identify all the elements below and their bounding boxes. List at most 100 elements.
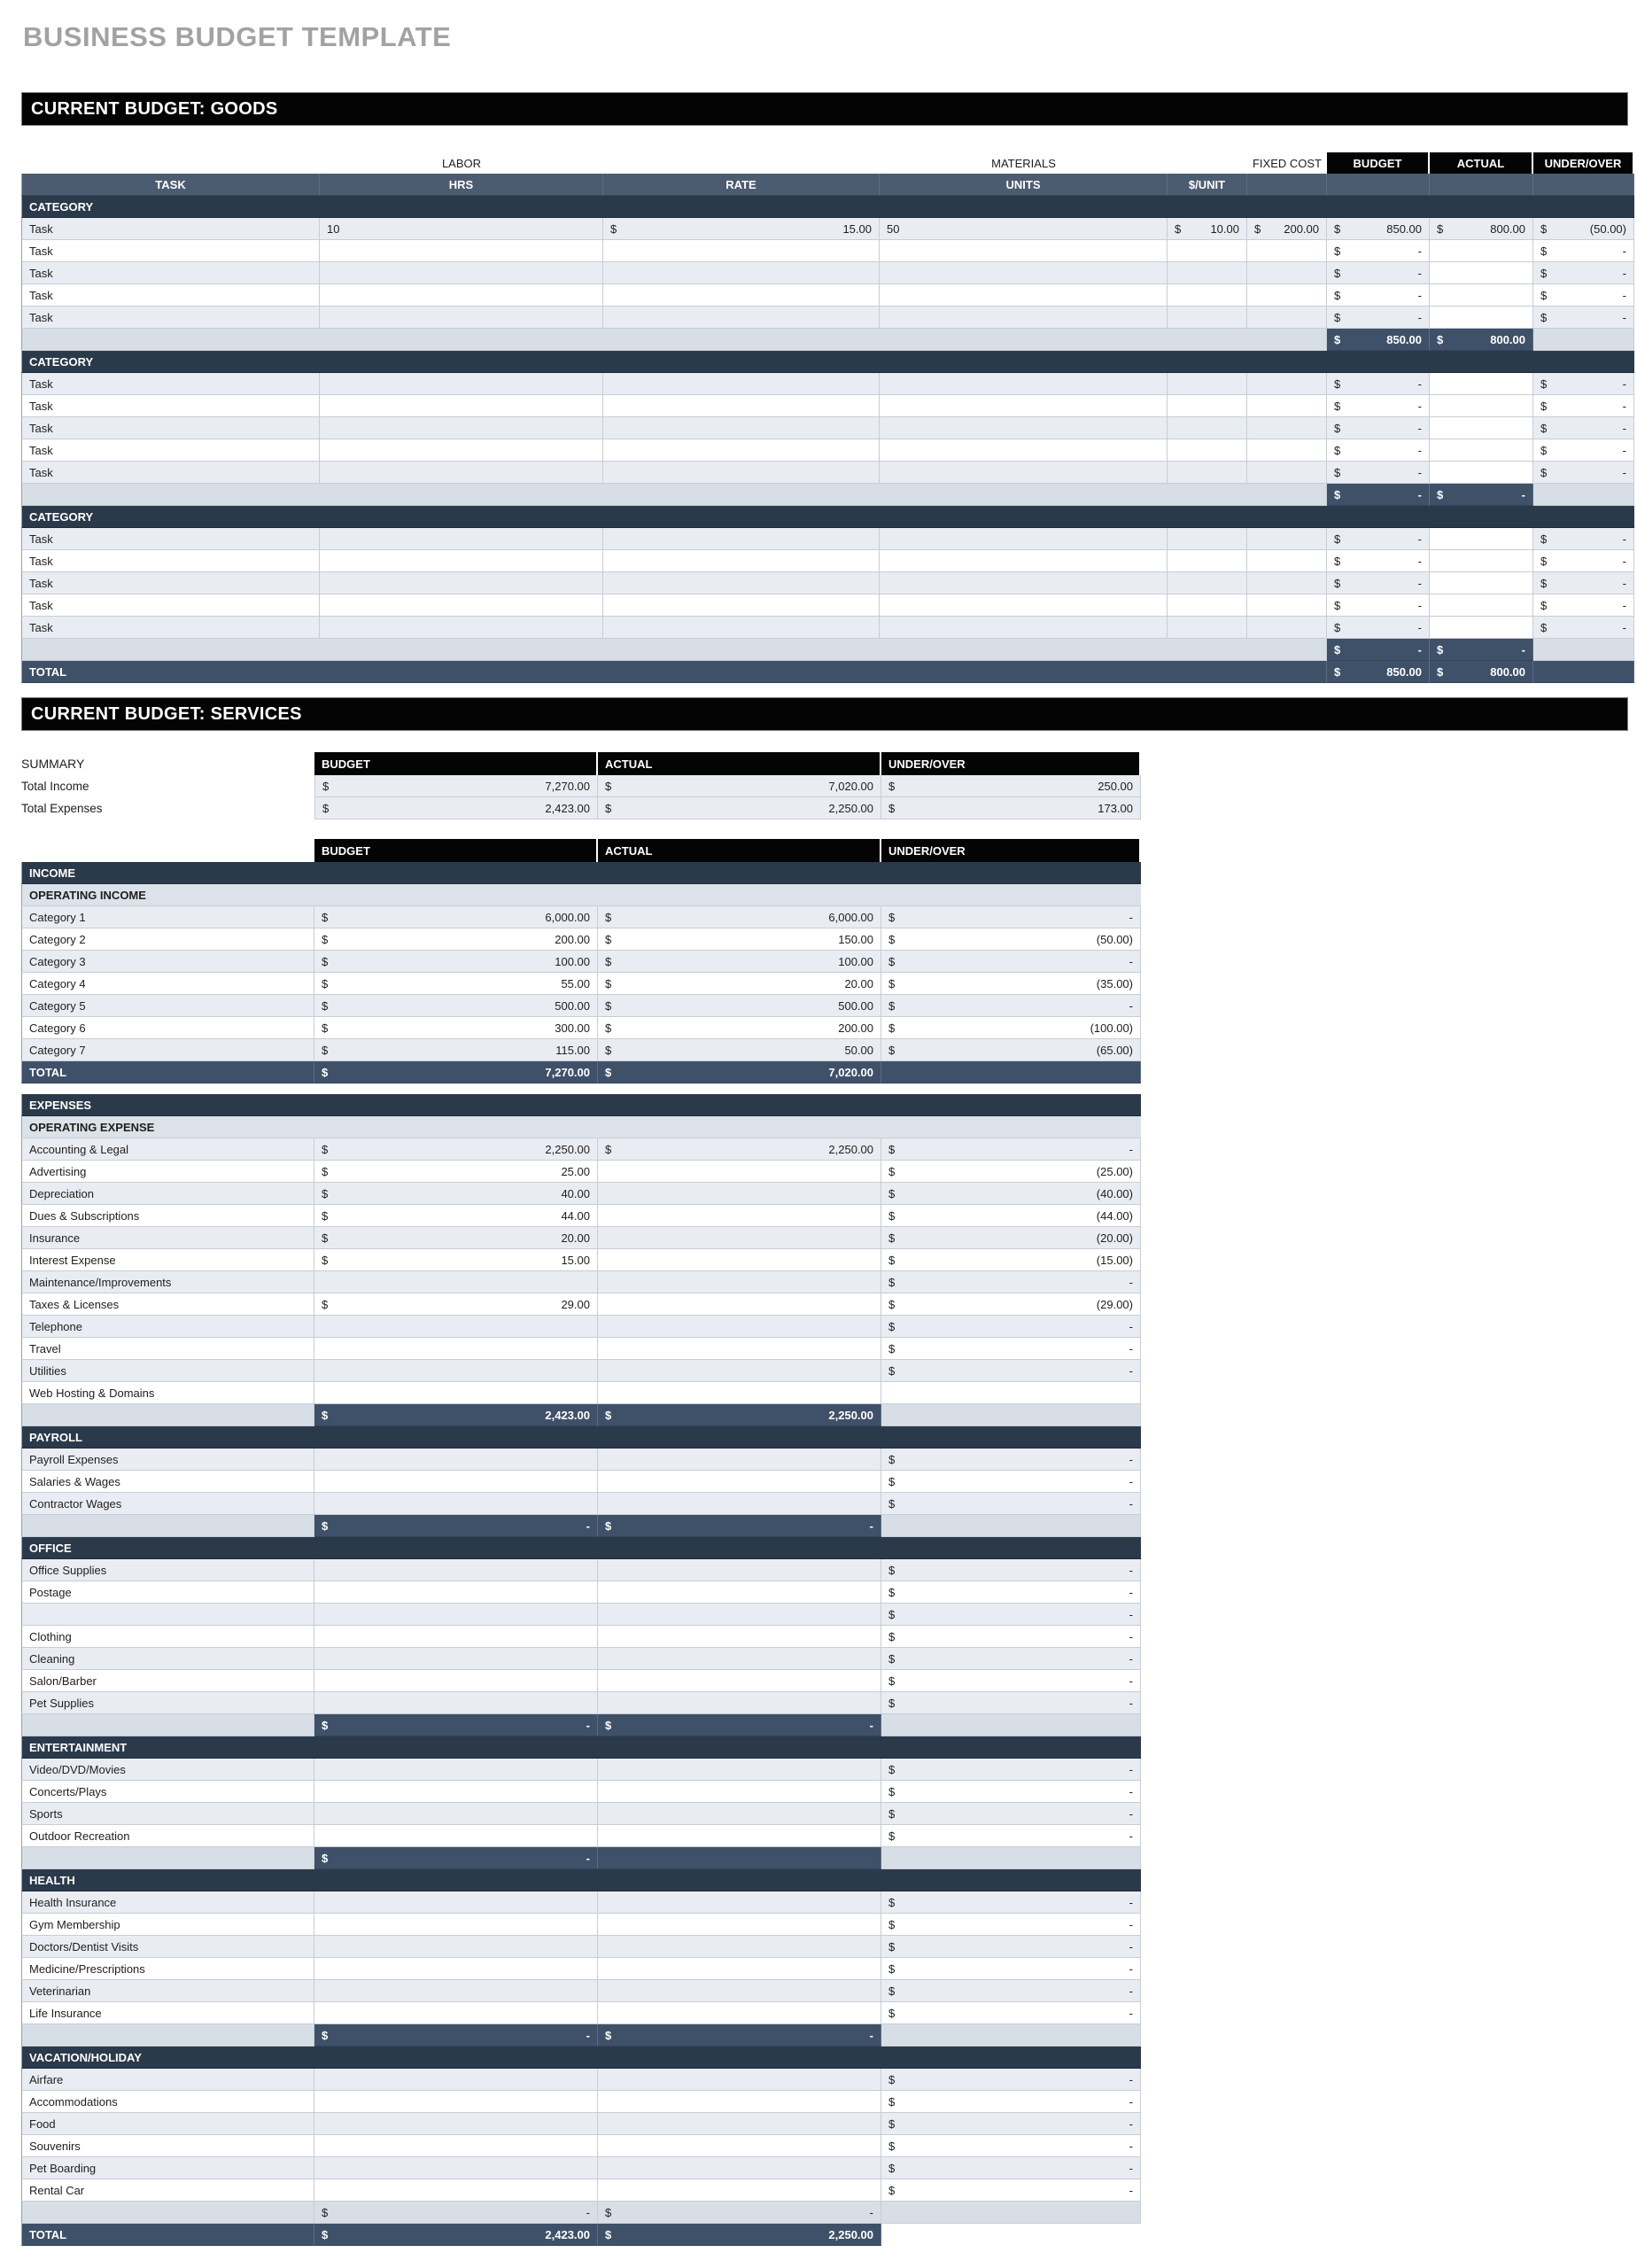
- unit-cost-cell[interactable]: [1168, 262, 1247, 284]
- rate-cell[interactable]: [603, 439, 880, 462]
- item-budget-cell[interactable]: [314, 1958, 598, 1980]
- units-cell[interactable]: [880, 373, 1168, 395]
- item-label-cell[interactable]: Contractor Wages: [21, 1493, 314, 1515]
- item-budget-cell[interactable]: $115.00: [314, 1039, 598, 1061]
- item-budget-cell[interactable]: [314, 1360, 598, 1382]
- rate-cell[interactable]: [603, 462, 880, 484]
- underover-cell[interactable]: $ -: [1533, 550, 1634, 572]
- unit-cost-cell[interactable]: [1168, 417, 1247, 439]
- item-label-cell[interactable]: Video/DVD/Movies: [21, 1759, 314, 1781]
- item-actual-cell[interactable]: [598, 1360, 881, 1382]
- fixed-cost-cell[interactable]: [1247, 594, 1327, 617]
- item-budget-cell[interactable]: [314, 1648, 598, 1670]
- underover-cell[interactable]: $ -: [1533, 284, 1634, 307]
- item-label-cell[interactable]: Interest Expense: [21, 1249, 314, 1271]
- item-label-cell[interactable]: Concerts/Plays: [21, 1781, 314, 1803]
- actual-cell[interactable]: [1430, 594, 1533, 617]
- item-actual-cell[interactable]: [598, 2113, 881, 2135]
- item-budget-cell[interactable]: [314, 2157, 598, 2179]
- item-budget-cell[interactable]: [314, 1604, 598, 1626]
- item-label-cell[interactable]: Accounting & Legal: [21, 1138, 314, 1161]
- item-underover-cell[interactable]: $ (44.00): [881, 1205, 1141, 1227]
- unit-cost-cell[interactable]: [1168, 240, 1247, 262]
- item-budget-cell[interactable]: [314, 1692, 598, 1714]
- item-underover-cell[interactable]: $ -: [881, 2091, 1141, 2113]
- item-budget-cell[interactable]: $500.00: [314, 995, 598, 1017]
- actual-cell[interactable]: [1430, 240, 1533, 262]
- rate-cell[interactable]: [603, 417, 880, 439]
- item-budget-cell[interactable]: $300.00: [314, 1017, 598, 1039]
- item-label-cell[interactable]: Web Hosting & Domains: [21, 1382, 314, 1404]
- task-label-cell[interactable]: Task: [21, 550, 320, 572]
- item-underover-cell[interactable]: $ -: [881, 1692, 1141, 1714]
- item-underover-cell[interactable]: $ -: [881, 995, 1141, 1017]
- underover-cell[interactable]: $ -: [1533, 617, 1634, 639]
- rate-cell[interactable]: [603, 550, 880, 572]
- units-cell[interactable]: [880, 528, 1168, 550]
- underover-cell[interactable]: $ -: [1533, 373, 1634, 395]
- item-label-cell[interactable]: Category 7: [21, 1039, 314, 1061]
- item-label-cell[interactable]: Food: [21, 2113, 314, 2135]
- item-underover-cell[interactable]: $ -: [881, 1891, 1141, 1914]
- item-underover-cell[interactable]: $ -: [881, 906, 1141, 928]
- item-actual-cell[interactable]: [598, 1914, 881, 1936]
- item-underover-cell[interactable]: $ -: [881, 951, 1141, 973]
- item-label-cell[interactable]: Life Insurance: [21, 2002, 314, 2024]
- summary-actual-cell[interactable]: $7,020.00: [598, 775, 881, 797]
- rate-cell[interactable]: [603, 262, 880, 284]
- item-underover-cell[interactable]: $ -: [881, 2135, 1141, 2157]
- actual-cell[interactable]: [1430, 284, 1533, 307]
- item-budget-cell[interactable]: [314, 1803, 598, 1825]
- item-underover-cell[interactable]: $ -: [881, 1559, 1141, 1581]
- item-actual-cell[interactable]: [598, 1382, 881, 1404]
- fixed-cost-cell[interactable]: [1247, 462, 1327, 484]
- hrs-cell[interactable]: [320, 373, 603, 395]
- item-actual-cell[interactable]: [598, 1449, 881, 1471]
- task-label-cell[interactable]: Task: [21, 462, 320, 484]
- units-cell[interactable]: [880, 307, 1168, 329]
- underover-cell[interactable]: $ -: [1533, 307, 1634, 329]
- item-budget-cell[interactable]: [314, 1559, 598, 1581]
- item-underover-cell[interactable]: $ (65.00): [881, 1039, 1141, 1061]
- item-budget-cell[interactable]: [314, 1759, 598, 1781]
- item-actual-cell[interactable]: [598, 1759, 881, 1781]
- summary-underover-cell[interactable]: $250.00: [881, 775, 1141, 797]
- hrs-cell[interactable]: [320, 307, 603, 329]
- unit-cost-cell[interactable]: [1168, 307, 1247, 329]
- item-actual-cell[interactable]: [598, 1183, 881, 1205]
- item-underover-cell[interactable]: $ (50.00): [881, 928, 1141, 951]
- rate-cell[interactable]: [603, 373, 880, 395]
- item-underover-cell[interactable]: $ (100.00): [881, 1017, 1141, 1039]
- task-label-cell[interactable]: Task: [21, 262, 320, 284]
- item-actual-cell[interactable]: [598, 1604, 881, 1626]
- summary-budget-cell[interactable]: $2,423.00: [314, 797, 598, 819]
- item-underover-cell[interactable]: $ -: [881, 1914, 1141, 1936]
- item-label-cell[interactable]: Accommodations: [21, 2091, 314, 2113]
- item-underover-cell[interactable]: $ -: [881, 2179, 1141, 2202]
- item-underover-cell[interactable]: $ -: [881, 2113, 1141, 2135]
- underover-cell[interactable]: $ -: [1533, 439, 1634, 462]
- item-budget-cell[interactable]: $44.00: [314, 1205, 598, 1227]
- budget-cell[interactable]: $850.00: [1327, 218, 1430, 240]
- item-actual-cell[interactable]: [598, 2157, 881, 2179]
- item-label-cell[interactable]: Category 2: [21, 928, 314, 951]
- item-label-cell[interactable]: Telephone: [21, 1316, 314, 1338]
- item-underover-cell[interactable]: $ -: [881, 1958, 1141, 1980]
- unit-cost-cell[interactable]: $10.00: [1168, 218, 1247, 240]
- hrs-cell[interactable]: [320, 439, 603, 462]
- item-actual-cell[interactable]: $20.00: [598, 973, 881, 995]
- fixed-cost-cell[interactable]: [1247, 284, 1327, 307]
- item-underover-cell[interactable]: $ -: [881, 1581, 1141, 1604]
- hrs-cell[interactable]: [320, 528, 603, 550]
- item-underover-cell[interactable]: $ -: [881, 1803, 1141, 1825]
- task-label-cell[interactable]: Task: [21, 528, 320, 550]
- item-actual-cell[interactable]: $100.00: [598, 951, 881, 973]
- units-cell[interactable]: [880, 417, 1168, 439]
- budget-cell[interactable]: $ -: [1327, 572, 1430, 594]
- task-label-cell[interactable]: Task: [21, 307, 320, 329]
- item-label-cell[interactable]: Maintenance/Improvements: [21, 1271, 314, 1293]
- units-cell[interactable]: [880, 594, 1168, 617]
- budget-cell[interactable]: $ -: [1327, 307, 1430, 329]
- item-budget-cell[interactable]: [314, 1493, 598, 1515]
- item-budget-cell[interactable]: [314, 2179, 598, 2202]
